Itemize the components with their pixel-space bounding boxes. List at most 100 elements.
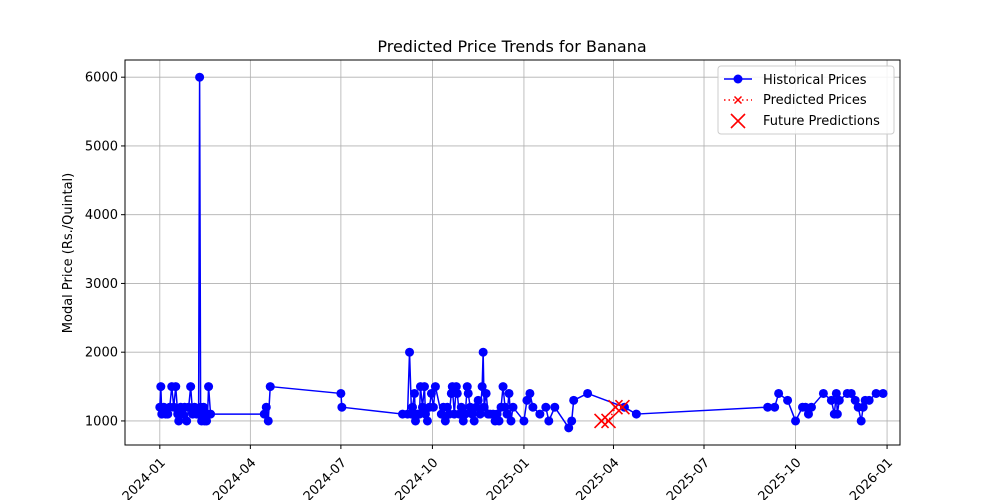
historical-price-point	[463, 388, 473, 398]
historical-price-point	[410, 388, 420, 398]
future-prediction-point	[614, 399, 630, 415]
y-tick-label: 4000	[85, 208, 118, 223]
y-tick-label: 6000	[85, 71, 118, 86]
historical-price-point	[469, 416, 479, 426]
legend: Historical Prices Predicted Prices Futur…	[717, 65, 895, 135]
historical-price-point	[858, 402, 868, 412]
historical-series	[155, 72, 888, 433]
historical-price-point	[426, 388, 436, 398]
historical-price-point	[462, 382, 472, 392]
historical-price-point	[564, 423, 574, 433]
historical-price-point	[460, 409, 470, 419]
historical-price-point	[544, 416, 554, 426]
historical-price-point	[803, 409, 813, 419]
historical-price-point	[541, 402, 551, 412]
historical-price-point	[631, 409, 641, 419]
historical-price-point	[174, 416, 184, 426]
legend-predicted-marker	[733, 95, 743, 105]
historical-price-point	[178, 409, 188, 419]
historical-price-point	[826, 395, 836, 405]
historical-price-point	[619, 402, 629, 412]
historical-price-point	[204, 382, 214, 392]
legend-future-label: Future Predictions	[763, 114, 880, 129]
historical-price-point	[818, 388, 828, 398]
historical-price-point	[569, 395, 579, 405]
historical-price-point	[567, 416, 577, 426]
legend-future-marker	[730, 113, 746, 129]
historical-price-point	[550, 402, 560, 412]
historical-price-point	[195, 72, 205, 82]
historical-price-point	[420, 409, 430, 419]
historical-price-point	[436, 409, 446, 419]
historical-price-point	[498, 382, 508, 392]
historical-price-point	[806, 402, 816, 412]
historical-price-point	[475, 409, 485, 419]
historical-price-point	[202, 416, 212, 426]
plot-frame	[124, 59, 901, 446]
historical-price-point	[405, 347, 415, 357]
x-tick-label: 2024-01	[120, 455, 169, 500]
historical-price-point	[440, 416, 450, 426]
historical-price-point	[494, 416, 504, 426]
legend-historical-marker	[733, 74, 743, 84]
historical-price-point	[169, 402, 179, 412]
historical-price-point	[199, 402, 209, 412]
historical-price-point	[850, 395, 860, 405]
x-tick-label: 2024-10	[392, 455, 441, 500]
historical-price-point	[261, 402, 271, 412]
y-axis-ticks: 1000 2000 3000 4000 5000 6000	[85, 71, 125, 429]
historical-price-point	[336, 388, 346, 398]
historical-price-point	[417, 402, 427, 412]
y-tick-label: 2000	[85, 346, 118, 361]
historical-price-point	[502, 409, 512, 419]
historical-price-point	[456, 402, 466, 412]
y-tick-label: 1000	[85, 414, 118, 429]
x-tick-label: 2024-07	[301, 455, 350, 500]
historical-price-point	[156, 382, 166, 392]
historical-price-point	[831, 388, 841, 398]
historical-price-point	[182, 416, 192, 426]
historical-price-point	[452, 388, 462, 398]
historical-price-point	[783, 395, 793, 405]
historical-price-point	[458, 416, 468, 426]
historical-price-point	[774, 388, 784, 398]
historical-price-point	[478, 347, 488, 357]
future-series	[593, 399, 630, 429]
legend-historical-label: Historical Prices	[763, 73, 867, 88]
x-tick-label: 2025-10	[756, 455, 805, 500]
historical-price-point	[411, 416, 421, 426]
historical-price-point	[265, 382, 275, 392]
future-prediction-point	[593, 413, 610, 429]
historical-price-point	[506, 416, 516, 426]
predicted-price-line	[601, 406, 623, 422]
historical-price-point	[442, 402, 452, 412]
x-tick-label: 2025-01	[484, 455, 533, 500]
historical-price-point	[477, 382, 487, 392]
historical-price-point	[834, 395, 844, 405]
historical-price-point	[791, 416, 801, 426]
grid	[125, 60, 900, 445]
y-tick-label: 5000	[85, 139, 118, 154]
historical-price-point	[263, 416, 273, 426]
x-tick-label: 2024-04	[210, 455, 259, 500]
historical-price-point	[337, 402, 347, 412]
historical-price-point	[163, 409, 173, 419]
historical-price-point	[878, 388, 888, 398]
historical-price-point	[519, 416, 529, 426]
future-prediction-point	[600, 413, 617, 429]
historical-price-point	[504, 388, 514, 398]
historical-price-point	[186, 382, 196, 392]
historical-price-point	[770, 402, 780, 412]
historical-price-point	[206, 409, 216, 419]
historical-price-point	[259, 409, 269, 419]
legend-box	[717, 65, 895, 135]
historical-price-point	[500, 402, 510, 412]
historical-price-point	[522, 395, 532, 405]
historical-price-point	[467, 409, 477, 419]
historical-price-point	[481, 388, 491, 398]
legend-predicted-label: Predicted Prices	[763, 93, 867, 108]
y-tick-label: 3000	[85, 277, 118, 292]
x-tick-label: 2026-01	[847, 455, 896, 500]
historical-price-point	[535, 409, 545, 419]
